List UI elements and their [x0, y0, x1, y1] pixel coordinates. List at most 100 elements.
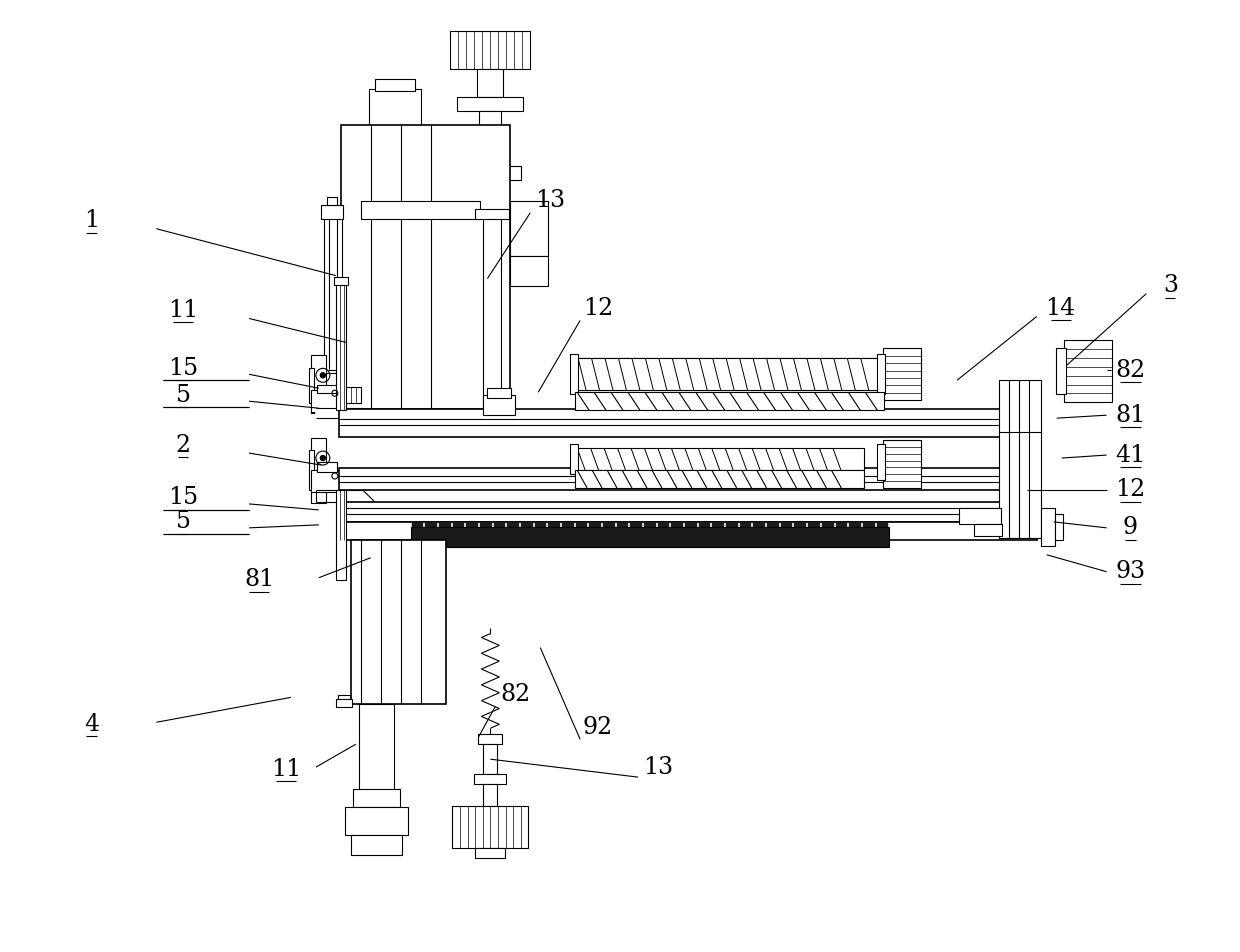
- Bar: [883, 348, 921, 400]
- Bar: [999, 430, 1040, 538]
- Bar: [713, 522, 724, 526]
- Text: 81: 81: [1116, 404, 1146, 426]
- Bar: [351, 835, 402, 855]
- Bar: [781, 522, 792, 526]
- Circle shape: [320, 456, 325, 461]
- Text: 41: 41: [1116, 444, 1146, 466]
- Bar: [309, 368, 314, 404]
- Text: 15: 15: [169, 486, 198, 509]
- Bar: [374, 79, 414, 91]
- Bar: [317, 386, 337, 393]
- Bar: [671, 522, 683, 526]
- Text: 2: 2: [176, 433, 191, 457]
- Bar: [1055, 348, 1065, 394]
- Text: 5: 5: [176, 510, 191, 533]
- Text: 11: 11: [169, 299, 198, 322]
- Circle shape: [320, 373, 325, 378]
- Bar: [311, 438, 326, 503]
- Bar: [548, 522, 560, 526]
- Bar: [521, 522, 533, 526]
- Text: 81: 81: [244, 568, 274, 591]
- Bar: [1064, 341, 1111, 402]
- Bar: [484, 209, 501, 409]
- Bar: [337, 695, 350, 704]
- Bar: [311, 355, 326, 413]
- Bar: [453, 806, 528, 848]
- Bar: [836, 522, 847, 526]
- Bar: [575, 470, 864, 488]
- Bar: [336, 490, 346, 580]
- Bar: [973, 524, 1002, 536]
- Text: 4: 4: [84, 713, 99, 736]
- Text: 12: 12: [1116, 479, 1146, 502]
- Polygon shape: [316, 408, 361, 418]
- Bar: [657, 522, 670, 526]
- Bar: [589, 522, 601, 526]
- Bar: [575, 522, 588, 526]
- Text: 11: 11: [270, 758, 301, 781]
- Bar: [494, 522, 506, 526]
- Bar: [321, 205, 342, 219]
- Text: 1: 1: [84, 209, 99, 232]
- Bar: [570, 354, 578, 394]
- Text: 15: 15: [169, 357, 198, 380]
- Bar: [575, 358, 884, 390]
- Bar: [575, 358, 884, 390]
- Bar: [339, 409, 1037, 437]
- Bar: [877, 444, 885, 480]
- Bar: [460, 166, 521, 180]
- Bar: [570, 444, 578, 474]
- Bar: [849, 522, 861, 526]
- Bar: [450, 31, 531, 69]
- Bar: [484, 744, 497, 774]
- Bar: [754, 522, 765, 526]
- Bar: [484, 784, 497, 806]
- Bar: [699, 522, 711, 526]
- Text: 9: 9: [1123, 516, 1138, 540]
- Bar: [361, 201, 480, 219]
- Bar: [480, 522, 492, 526]
- Bar: [334, 277, 347, 285]
- Bar: [808, 522, 820, 526]
- Text: 82: 82: [500, 683, 531, 705]
- Bar: [342, 387, 361, 404]
- Bar: [475, 208, 510, 219]
- Bar: [425, 522, 436, 526]
- Bar: [575, 448, 864, 470]
- Bar: [453, 522, 464, 526]
- Bar: [883, 440, 921, 488]
- Bar: [341, 125, 511, 409]
- Bar: [345, 807, 408, 835]
- Bar: [368, 89, 420, 125]
- Bar: [740, 522, 751, 526]
- Bar: [358, 704, 393, 794]
- Bar: [410, 526, 889, 546]
- Text: 93: 93: [1116, 560, 1146, 584]
- Bar: [351, 540, 445, 704]
- Bar: [768, 522, 779, 526]
- Bar: [329, 210, 337, 370]
- Text: 13: 13: [642, 756, 673, 779]
- Bar: [477, 69, 503, 97]
- Bar: [317, 462, 337, 472]
- Text: 5: 5: [176, 384, 191, 407]
- Bar: [484, 395, 516, 415]
- Bar: [727, 522, 738, 526]
- Bar: [575, 392, 884, 410]
- Bar: [630, 522, 642, 526]
- Bar: [1055, 514, 1063, 540]
- Text: 92: 92: [583, 716, 614, 739]
- Bar: [475, 774, 506, 784]
- Bar: [534, 522, 547, 526]
- Bar: [339, 468, 1037, 490]
- Bar: [877, 522, 888, 526]
- Text: 3: 3: [1163, 274, 1178, 297]
- Bar: [877, 354, 885, 394]
- Bar: [311, 470, 342, 492]
- Text: 13: 13: [536, 189, 565, 212]
- Bar: [475, 848, 506, 858]
- Bar: [311, 390, 342, 412]
- Bar: [339, 522, 1037, 540]
- Bar: [507, 522, 520, 526]
- Bar: [336, 281, 346, 410]
